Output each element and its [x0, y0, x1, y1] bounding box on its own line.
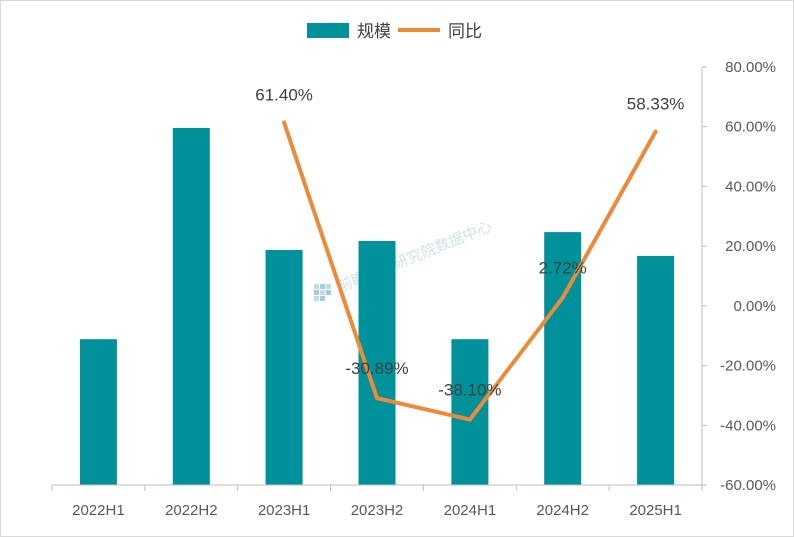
- bar-2024H1: [451, 339, 489, 485]
- y2-tick-label: -40.00%: [720, 417, 776, 434]
- legend-swatch-bar: [307, 23, 349, 38]
- bar-2025H1: [637, 255, 675, 485]
- x-tick-label: 2025H1: [629, 502, 682, 519]
- yoy-label-2023H1: 61.40%: [255, 86, 313, 105]
- yoy-label-2024H1: -38.10%: [438, 381, 501, 400]
- x-tick-label: 2022H2: [165, 502, 218, 519]
- watermark-logo-icon: [314, 284, 331, 301]
- bar-2022H2: [172, 128, 210, 485]
- yoy-point-2025H1: [653, 129, 658, 134]
- x-tick-label: 2024H2: [536, 502, 589, 519]
- x-tick-label: 2023H1: [258, 502, 311, 519]
- yoy-point-2024H2: [560, 295, 565, 300]
- x-tick-label: 2024H1: [444, 502, 497, 519]
- yoy-point-2023H2: [375, 396, 379, 401]
- y2-tick-label: 40.00%: [725, 178, 776, 195]
- y2-tick-label: -20.00%: [720, 358, 776, 375]
- legend-label-line: 同比: [448, 22, 482, 41]
- yoy-point-2023H1: [282, 120, 287, 125]
- yoy-label-2025H1: 58.33%: [627, 95, 685, 114]
- line-series: [282, 120, 658, 422]
- x-tick-label: 2023H2: [351, 502, 404, 519]
- bar-2023H1: [265, 250, 303, 485]
- legend-label-bar: 规模: [357, 22, 391, 41]
- y2-tick-label: 20.00%: [725, 238, 776, 255]
- y2-tick-label: 0.00%: [733, 298, 776, 315]
- bar-series: [79, 128, 675, 485]
- bar-2022H1: [79, 339, 117, 485]
- data-labels: 61.40% -30.89% -38.10% 2.72% 58.33%: [255, 86, 684, 400]
- legend: 规模 同比: [307, 22, 482, 41]
- yoy-point-2024H1: [467, 417, 472, 422]
- x-tick-label: 2022H1: [72, 502, 125, 519]
- y2-tick-label: 80.00%: [725, 59, 776, 76]
- axes: 2022H1 2022H2 2023H1 2023H2 2024H1 2024H2 2025…: [51, 59, 776, 519]
- yoy-label-2024H2: 2.72%: [539, 259, 587, 278]
- y2-tick-label: 60.00%: [725, 119, 776, 136]
- y2-tick-label: -60.00%: [720, 477, 776, 494]
- yoy-label-2023H2: -30.89%: [345, 359, 408, 378]
